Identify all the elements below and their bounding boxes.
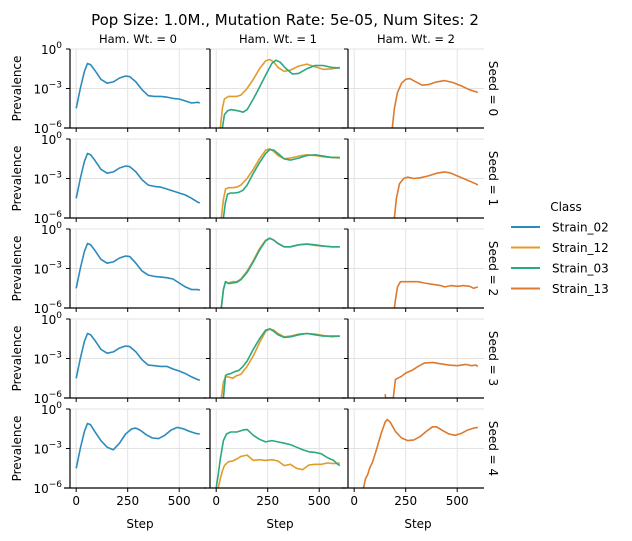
series-line-strain_03 (221, 59, 340, 128)
y-axis-label: Prevalence (10, 146, 24, 212)
row-title: Seed = 3 (486, 331, 500, 386)
row-title: Seed = 4 (486, 421, 500, 476)
y-tick-label: 10−3 (33, 351, 62, 367)
y-tick-label: 10−3 (33, 171, 62, 187)
chart-title: Pop Size: 1.0M., Mutation Rate: 5e-05, N… (91, 11, 479, 29)
legend-item-strain_03: Strain_03 (511, 262, 609, 276)
series-line-strain_12 (219, 58, 340, 128)
legend-title: Class (550, 200, 582, 214)
panel-r2-c0: 100 10−3 10−6 Prevalence (10, 221, 206, 316)
series-line-strain_03 (222, 328, 340, 398)
x-tick-label: 500 (446, 494, 469, 508)
legend-item-strain_02: Strain_02 (511, 221, 609, 235)
x-axis-label: Step (404, 517, 431, 531)
y-tick-label: 10−6 (33, 480, 62, 496)
y-tick-label: 100 (41, 221, 62, 237)
legend-label: Strain_03 (552, 262, 609, 276)
row-title: Seed = 0 (486, 61, 500, 116)
y-tick-label: 10−3 (33, 81, 62, 97)
y-tick-label: 10−6 (33, 120, 62, 136)
legend-entries: Strain_02 Strain_12 Strain_03 Strain_13 (511, 221, 609, 296)
series-line-strain_12 (217, 454, 340, 488)
x-axis-label: Step (266, 517, 293, 531)
series-line-strain_02 (75, 332, 201, 381)
panel-r2-c1 (204, 228, 346, 312)
y-axis-label: Prevalence (10, 416, 24, 482)
y-axis-label: Prevalence (10, 326, 24, 392)
series-line-strain_03 (220, 237, 340, 308)
column-title: Ham. Wt. = 1 (239, 32, 317, 46)
panel-r1-c1 (204, 138, 346, 222)
series-line-strain_03 (215, 428, 341, 488)
legend: Class Strain_02Strain_12Strain_03Strain_… (511, 200, 609, 296)
series-line-strain_13 (384, 361, 479, 398)
panel-r0-c0: 100 10−3 10−6 Prevalence Ham. Wt. = 0 (10, 32, 206, 136)
y-tick-label: 100 (41, 41, 62, 57)
series-line-strain_02 (75, 422, 200, 469)
x-tick-label: 0 (350, 494, 358, 508)
x-axis-label: Step (126, 517, 153, 531)
series-line-strain_03 (222, 148, 340, 218)
x-tick-label: 250 (116, 494, 139, 508)
legend-label: Strain_13 (552, 282, 609, 296)
panel-r0-c2: Ham. Wt. = 2 Seed = 0 (342, 32, 500, 132)
series-line-strain_13 (393, 171, 479, 218)
y-tick-label: 100 (41, 401, 62, 417)
y-tick-label: 10−6 (33, 300, 62, 316)
y-tick-label: 10−3 (33, 441, 62, 457)
row-title: Seed = 1 (486, 151, 500, 206)
y-tick-label: 10−6 (33, 210, 62, 226)
series-line-strain_12 (220, 237, 340, 308)
series-line-strain_02 (75, 152, 201, 204)
series-line-strain_13 (391, 77, 479, 128)
column-title: Ham. Wt. = 2 (377, 32, 455, 46)
legend-label: Strain_02 (552, 221, 609, 235)
column-title: Ham. Wt. = 0 (99, 32, 177, 46)
series-line-strain_12 (220, 328, 340, 398)
y-tick-label: 10−3 (33, 261, 62, 277)
x-tick-label: 500 (168, 494, 191, 508)
legend-label: Strain_12 (552, 241, 609, 255)
panel-r2-c2: Seed = 2 (342, 228, 500, 312)
panel-r4-c2: 0 250 500 Step Seed = 4 (342, 408, 500, 531)
y-axis-label: Prevalence (10, 236, 24, 302)
x-tick-label: 500 (308, 494, 331, 508)
series-line-strain_13 (393, 280, 479, 308)
panel-r1-c2: Seed = 1 (342, 138, 500, 222)
panel-r3-c2: Seed = 3 (342, 318, 500, 402)
panel-grid: 100 10−3 10−6 Prevalence Ham. Wt. = 0 Ham. Wt… (10, 32, 500, 531)
panel-r1-c0: 100 10−3 10−6 Prevalence (10, 131, 206, 226)
x-tick-label: 250 (256, 494, 279, 508)
panel-r0-c1: Ham. Wt. = 1 (204, 32, 346, 132)
y-axis-label: Prevalence (10, 56, 24, 122)
panel-r3-c1 (204, 318, 346, 402)
x-tick-label: 0 (212, 494, 220, 508)
panel-r4-c1: 0 250 500 Step (204, 408, 346, 531)
y-tick-label: 100 (41, 131, 62, 147)
y-tick-label: 100 (41, 311, 62, 327)
row-title: Seed = 2 (486, 241, 500, 296)
series-line-strain_02 (75, 242, 201, 291)
legend-item-strain_13: Strain_13 (511, 282, 609, 296)
panel-r3-c0: 100 10−3 10−6 Prevalence (10, 311, 206, 406)
series-line-strain_13 (362, 418, 478, 488)
legend-item-strain_12: Strain_12 (511, 241, 609, 255)
y-tick-label: 10−6 (33, 390, 62, 406)
series-line-strain_02 (75, 62, 201, 109)
panel-r4-c0: 100 10−3 10−6 Prevalence 0 250 500 Step (10, 401, 206, 531)
x-tick-label: 250 (394, 494, 417, 508)
series-line-strain_12 (220, 148, 340, 218)
x-tick-label: 0 (72, 494, 80, 508)
